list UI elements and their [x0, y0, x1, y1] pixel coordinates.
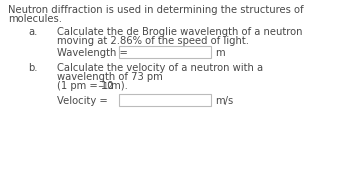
Text: wavelength of 73 pm: wavelength of 73 pm — [57, 72, 163, 82]
Text: Calculate the de Broglie wavelength of a neutron: Calculate the de Broglie wavelength of a… — [57, 27, 302, 37]
Text: Neutron diffraction is used in determining the structures of: Neutron diffraction is used in determini… — [8, 5, 304, 15]
Text: molecules.: molecules. — [8, 14, 62, 24]
Text: a.: a. — [28, 27, 37, 37]
Text: b.: b. — [28, 63, 37, 73]
Text: m: m — [215, 48, 225, 58]
Text: −12: −12 — [98, 82, 113, 91]
Text: (1 pm = 10: (1 pm = 10 — [57, 81, 113, 91]
FancyBboxPatch shape — [119, 94, 211, 106]
Text: Wavelength =: Wavelength = — [57, 48, 128, 58]
Text: Velocity =: Velocity = — [57, 96, 108, 106]
FancyBboxPatch shape — [119, 46, 211, 58]
Text: m/s: m/s — [215, 96, 233, 106]
Text: Calculate the velocity of a neutron with a: Calculate the velocity of a neutron with… — [57, 63, 263, 73]
Text: m).: m). — [108, 81, 128, 91]
Text: moving at 2.86% of the speed of light.: moving at 2.86% of the speed of light. — [57, 36, 249, 46]
